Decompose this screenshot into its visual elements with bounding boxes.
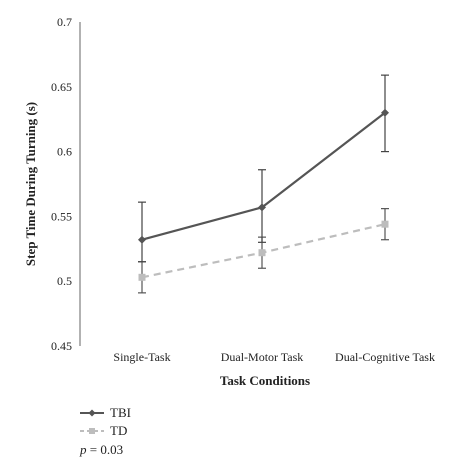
legend: TBI TD p = 0.03 [79,405,131,457]
data-point-td [381,220,389,228]
legend-item-tbi: TBI [80,405,131,420]
error-bar-tbi [138,201,146,263]
legend-item-td: TD [80,423,127,438]
y-tick-label: 0.6 [57,145,72,159]
legend-label-tbi: TBI [110,405,131,420]
diamond-marker-icon [88,409,96,417]
p-value-annotation: p = 0.03 [79,442,123,457]
x-ticks: Single-Task Dual-Motor Task Dual-Cognitive… [113,350,435,364]
y-ticks: 0.45 0.5 0.55 0.6 0.65 0.7 [51,15,72,353]
data-point-tbi [258,203,266,212]
y-tick-label: 0.65 [51,80,72,94]
data-point-tbi [381,108,389,117]
x-tick-label: Dual-Motor Task [221,350,304,364]
data-point-td [258,249,266,257]
square-marker-icon [89,428,95,434]
data-point-td [138,273,146,281]
y-tick-label: 0.55 [51,209,72,223]
legend-label-td: TD [110,423,127,438]
series-tbi [138,74,389,263]
p-value-symbol: p [79,442,87,457]
series-line-tbi [141,111,386,241]
x-tick-label: Single-Task [113,350,170,364]
x-tick-label: Dual-Cognitive Task [335,350,435,364]
series-td [138,208,389,294]
y-axis-title: Step Time During Turning (s) [23,102,38,266]
x-axis-title: Task Conditions [220,373,310,388]
y-tick-label: 0.5 [57,274,72,288]
y-tick-label: 0.45 [51,339,72,353]
p-value-text: = 0.03 [87,442,124,457]
series [138,74,389,294]
y-tick-label: 0.7 [57,15,72,29]
data-point-tbi [138,235,146,244]
